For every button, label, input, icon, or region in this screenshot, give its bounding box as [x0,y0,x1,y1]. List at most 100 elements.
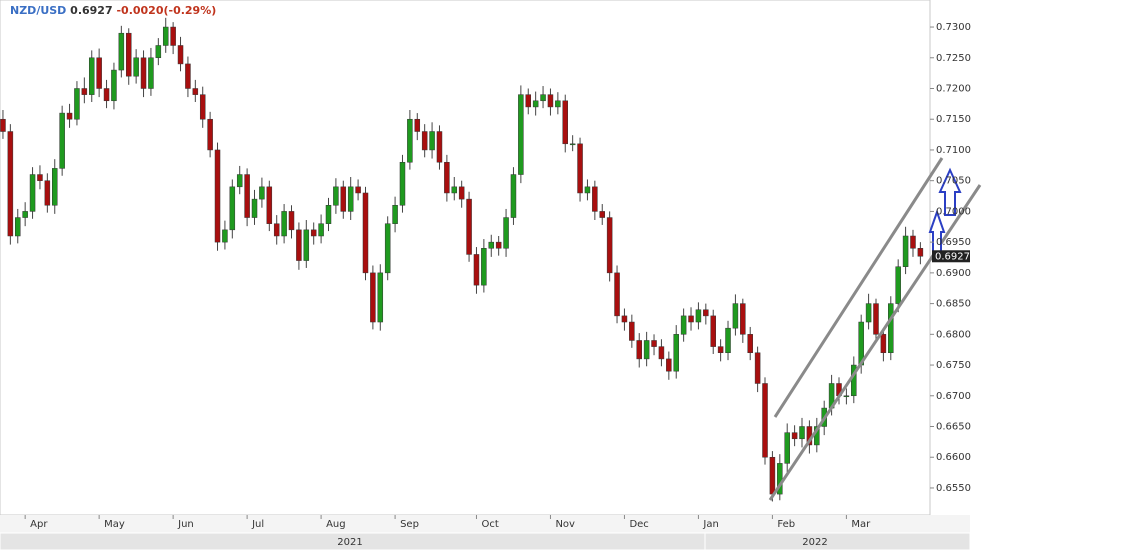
candle-body [244,174,250,218]
candle-body [236,174,243,188]
candle-body [370,272,376,323]
candle-body [569,143,576,146]
y-tick-label: 0.7050 [936,176,971,187]
y-tick-label: 0.6700 [936,391,971,402]
candle-body [614,272,620,317]
candle-body [917,248,924,257]
candle-body [347,186,354,212]
candle-body [740,303,746,335]
y-tick-label: 0.7150 [936,114,971,125]
year-band [704,532,971,550]
candle-body [466,198,472,255]
candle-body [525,94,532,108]
candle-body [333,186,339,206]
candle-body [207,118,213,151]
x-tick-label: Mar [851,519,871,530]
candle-body [865,303,872,323]
candle-body [259,186,265,200]
candle-body [281,211,287,237]
candle-body [7,131,14,237]
candle-body [666,358,672,372]
candle-body [621,315,628,323]
candle-body [555,100,561,108]
candle-body [717,346,724,354]
candle-body [318,223,324,237]
candle-body [688,315,694,323]
candle-body [362,192,369,274]
year-label: 2021 [337,537,362,548]
candle-body [74,88,80,120]
candle-body [592,186,598,212]
year-label: 2022 [802,537,827,548]
candle-body [799,426,805,440]
x-tick-label: Sep [400,519,419,530]
candle-body [673,334,679,372]
candle-body [429,131,435,151]
candle-body [643,340,650,360]
candle-body [791,432,798,440]
y-tick-label: 0.6550 [936,483,971,494]
candle-body [562,100,569,145]
candle-body [214,149,221,243]
candle-body [133,57,139,77]
candle-body [680,315,687,335]
candle-body [451,186,458,194]
candle-body [111,69,117,102]
candle-body [155,45,162,59]
y-tick-label: 0.6900 [936,268,971,279]
candle-body [658,346,665,360]
price-tag-label: 0.6927 [935,251,970,262]
candle-body [436,131,443,163]
y-tick-label: 0.7100 [936,145,971,156]
channel-line [768,184,982,501]
candle-body [15,217,21,237]
candle-body [340,186,347,212]
x-tick-label: Jun [177,519,194,530]
x-tick-label: Feb [777,519,795,530]
candle-body [873,303,879,335]
y-tick-label: 0.7300 [936,22,971,33]
arrow [938,167,962,216]
candle-body [895,266,901,304]
candle-body [325,205,332,224]
candle-body [162,26,169,46]
candle-body [0,118,6,132]
last-price: 0.6927 [70,4,112,17]
candle-body [222,229,228,243]
candle-body [229,186,236,231]
candle-body [636,340,642,360]
candle-body [355,186,361,194]
candle-body [170,26,176,46]
candle-body [444,161,450,194]
x-tick-label: Nov [555,519,575,530]
candle-body [81,88,88,95]
candle-body [88,57,95,95]
candle-body [296,229,302,261]
candle-body [481,248,487,286]
candle-body [51,168,58,206]
y-tick-label: 0.7250 [936,53,971,64]
x-tick-label: Dec [629,519,648,530]
candle-body [902,235,909,267]
candle-body [273,223,280,237]
candle-body [843,395,850,398]
y-tick-label: 0.6600 [936,452,971,463]
y-tick-label: 0.6800 [936,329,971,340]
candle-body [288,211,295,231]
y-tick-label: 0.6950 [936,237,971,248]
candle-body [458,186,465,200]
candle-body [125,32,132,77]
arrow [928,208,946,256]
candle-body [66,112,73,120]
candle-body [185,63,191,89]
candle-body [518,94,524,175]
x-tick-label: Jul [251,519,264,530]
x-tick-label: May [104,519,125,530]
candle-body [488,241,495,249]
candle-body [96,57,102,89]
candle-body [769,456,776,495]
candle-body [421,131,428,151]
candle-body [695,309,702,323]
